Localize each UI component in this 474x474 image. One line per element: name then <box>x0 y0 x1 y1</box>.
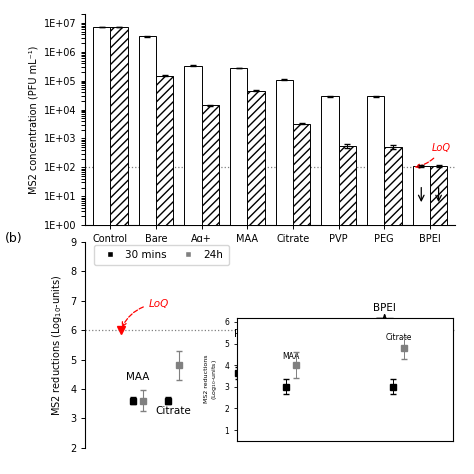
Bar <box>321 96 338 474</box>
Text: Citrate: Citrate <box>155 406 191 416</box>
Text: Citrate: Citrate <box>385 333 412 342</box>
Bar <box>93 27 110 474</box>
Text: MAA: MAA <box>127 372 150 382</box>
Bar <box>338 146 356 474</box>
Y-axis label: MS2 reductions
(Log$_{10}$-units): MS2 reductions (Log$_{10}$-units) <box>204 355 219 403</box>
Text: LoQ: LoQ <box>122 299 169 327</box>
Text: LoQ: LoQ <box>416 144 451 168</box>
Legend: 30 mins, 24h: 30 mins, 24h <box>94 245 228 265</box>
Text: MAA: MAA <box>282 352 300 361</box>
Bar <box>247 91 264 474</box>
Bar <box>230 68 247 474</box>
Y-axis label: MS2 concentration (PFU mL⁻¹): MS2 concentration (PFU mL⁻¹) <box>28 46 38 194</box>
Bar <box>156 76 173 474</box>
Bar <box>412 166 430 474</box>
Text: PVP: PVP <box>234 329 254 339</box>
Text: (b): (b) <box>5 232 22 245</box>
Bar <box>139 36 156 474</box>
Text: BPEI: BPEI <box>373 303 396 313</box>
Bar <box>110 27 128 474</box>
Bar <box>384 147 401 474</box>
Text: PEG: PEG <box>269 329 290 339</box>
Bar <box>367 96 384 474</box>
Bar <box>293 124 310 474</box>
Y-axis label: MS2 reductions (Log$_{10}$-units): MS2 reductions (Log$_{10}$-units) <box>51 274 64 416</box>
Bar <box>184 66 202 474</box>
Bar <box>276 80 293 474</box>
Bar <box>430 166 447 474</box>
Bar <box>202 105 219 474</box>
